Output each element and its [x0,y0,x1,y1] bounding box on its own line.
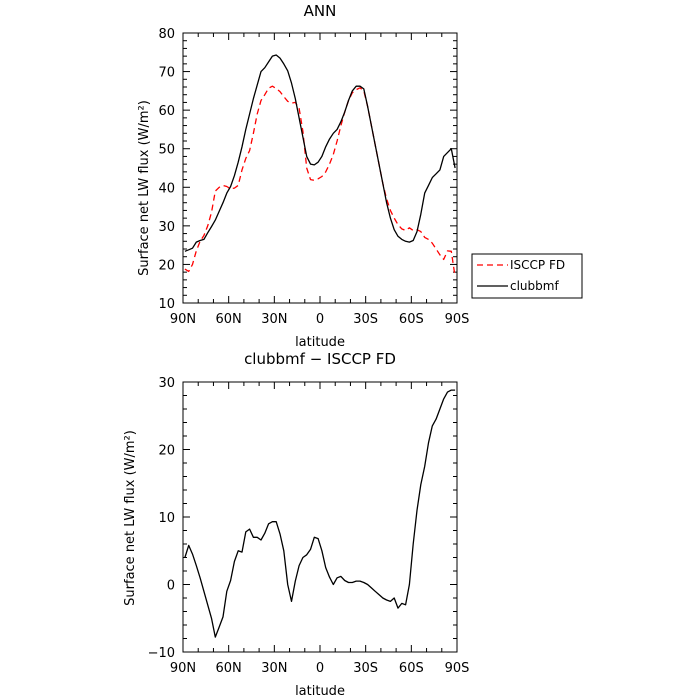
x-tick-label: 60N [216,661,242,676]
x-tick-label: 30N [261,312,287,327]
series-line-clubbmf [184,54,456,252]
y-tick-label: 50 [158,143,175,158]
x-tick-label: 90S [445,312,470,327]
y-tick-label: 0 [167,579,175,594]
y-tick-label: 10 [158,511,175,526]
y-axis-label-text: Surface net LW flux (W/m²) [137,100,152,276]
y-tick-label: 70 [158,66,175,81]
x-tick-label: 0 [316,312,324,327]
x-tick-label: 90N [170,312,196,327]
x-tick-label: 60S [399,312,424,327]
x-tick-label: 30S [353,661,378,676]
panel-annual-flux: ANN latitude Surface net LW flux (W/m²) … [137,2,583,350]
panel-title: clubbmf − ISCCP FD [244,350,396,368]
x-axis-label: latitude [295,684,345,699]
series-line-difference [184,389,456,638]
legend-label-isccp: ISCCP FD [510,258,565,272]
y-tick-label: −10 [148,646,175,661]
legend: ISCCP FD clubbmf [471,253,583,299]
y-axis-label-text: Surface net LW flux (W/m²) [123,430,138,606]
x-tick-label: 0 [316,661,324,676]
panel-difference: clubbmf − ISCCP FD latitude Surface net … [123,350,469,699]
y-axis-label: Surface net LW flux (W/m²) [137,100,152,276]
y-tick-label: 40 [158,181,175,196]
y-tick-label: 20 [158,258,175,273]
x-tick-label: 30S [353,312,378,327]
x-tick-label: 60S [399,661,424,676]
x-tick-label: 30N [261,661,287,676]
plot-area: 90N 60N 30N 0 30S 60S 90S 10 20 30 40 50 60 70 80 [158,27,469,327]
x-tick-label: 60N [216,312,242,327]
y-tick-label: 10 [158,297,175,312]
x-tick-label: 90N [170,661,196,676]
y-axis-label: Surface net LW flux (W/m²) [123,430,138,606]
y-tick-label: 80 [158,27,175,42]
y-tick-label: 30 [158,220,175,235]
panel-title: ANN [304,2,337,20]
x-axis-label: latitude [295,335,345,350]
x-tick-label: 90S [445,661,470,676]
legend-box [471,253,583,299]
series-line-isccp-fd [184,85,456,277]
y-tick-label: 30 [158,376,175,391]
plot-frame [182,32,458,304]
y-tick-label: 60 [158,104,175,119]
legend-label-clubbmf: clubbmf [510,279,559,293]
plot-area: 90N 60N 30N 0 30S 60S 90S −10 0 10 20 30 [148,376,470,676]
y-tick-label: 20 [158,444,175,459]
